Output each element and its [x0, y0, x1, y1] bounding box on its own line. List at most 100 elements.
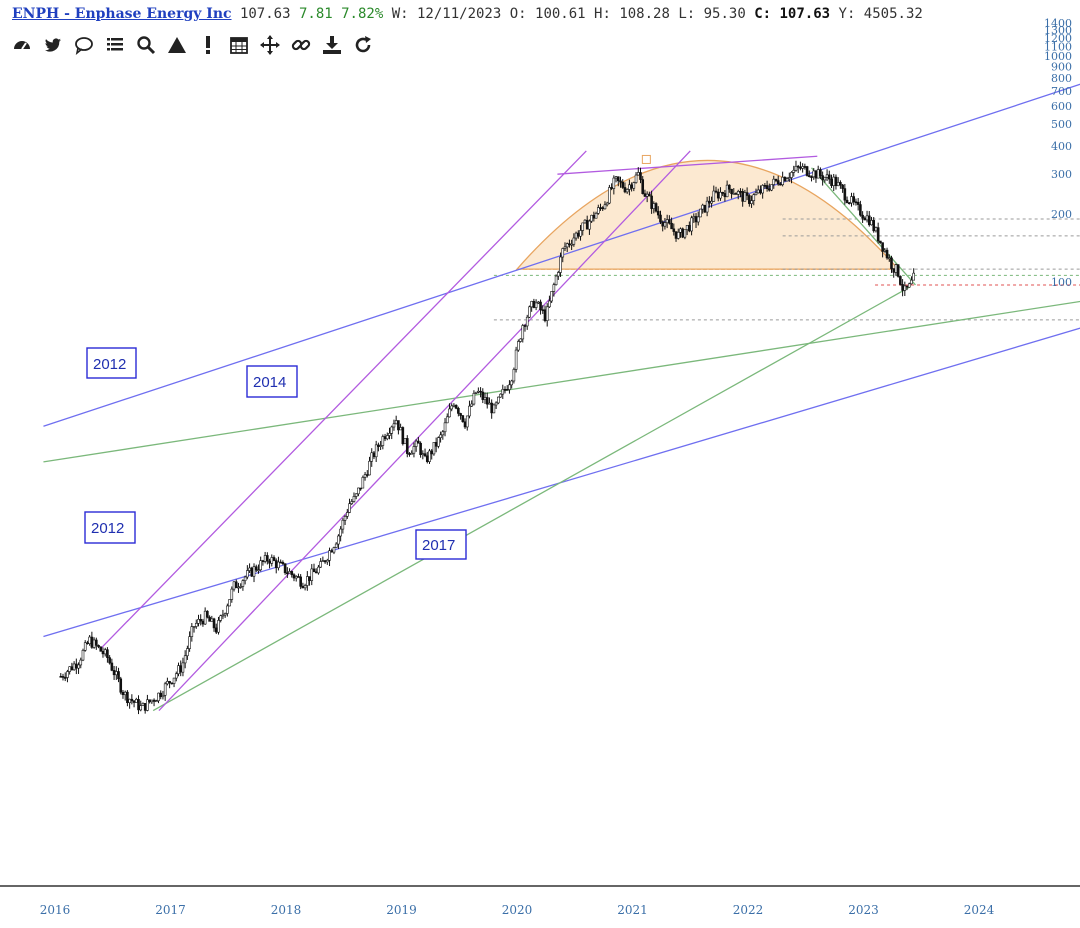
candle-body — [723, 193, 727, 198]
candle-body — [850, 196, 853, 204]
candle-body — [474, 391, 478, 394]
candle-body — [423, 453, 427, 457]
candle-body — [97, 645, 100, 648]
candle-body — [839, 182, 842, 186]
candle-body — [856, 201, 860, 205]
dashboard-icon[interactable] — [10, 33, 34, 57]
candle-body — [734, 193, 738, 195]
candle-body — [119, 678, 123, 693]
annotation-layer: 2012 2014 2012 2017 — [84, 347, 467, 560]
candle-body — [621, 181, 625, 188]
candle-body — [776, 180, 780, 185]
y-tick-label: 300 — [1051, 168, 1072, 181]
link-icon[interactable] — [289, 33, 313, 57]
candle-body — [330, 550, 334, 553]
price-change-pct: 7.82% — [341, 6, 384, 22]
candle-body — [728, 184, 731, 190]
candle-body — [286, 572, 289, 575]
candle-body — [808, 175, 811, 177]
candle-body — [470, 403, 473, 407]
candle-body — [568, 243, 571, 245]
candle-body — [896, 264, 900, 277]
candle-body — [605, 202, 609, 206]
candle-body — [174, 673, 178, 679]
candle-body — [352, 496, 356, 502]
move-icon[interactable] — [258, 33, 282, 57]
candle-body — [812, 170, 816, 178]
candle-body — [354, 493, 358, 497]
candle-body — [350, 501, 354, 504]
candle-body — [892, 268, 896, 273]
download-icon[interactable] — [320, 33, 344, 57]
calendar-icon[interactable] — [227, 33, 251, 57]
annotation-label: 2012 — [91, 520, 124, 537]
candle-body — [505, 389, 509, 391]
candle-body — [463, 421, 467, 428]
candle-body — [279, 561, 282, 564]
candle-body — [610, 187, 613, 189]
candle-body — [874, 227, 878, 232]
candle-body — [763, 185, 767, 187]
candle-body — [668, 219, 671, 224]
candle-body — [481, 391, 485, 400]
twitter-icon[interactable] — [41, 33, 65, 57]
candle-body — [550, 291, 553, 302]
candle-body — [683, 229, 687, 238]
candle-body — [887, 257, 891, 260]
candle-body — [756, 189, 760, 194]
candle-body — [563, 246, 567, 249]
list-icon[interactable] — [103, 33, 127, 57]
candle-body — [752, 194, 756, 201]
close-label: C: — [754, 6, 772, 22]
candle-body — [381, 436, 385, 446]
candle-body — [570, 243, 573, 246]
candle-body — [905, 285, 909, 288]
candle-body — [790, 172, 793, 178]
candle-body — [581, 222, 585, 231]
candle-body — [214, 627, 218, 633]
candle-body — [508, 384, 511, 390]
candle-body — [79, 659, 83, 666]
search-icon[interactable] — [134, 33, 158, 57]
candle-body — [628, 184, 631, 190]
candle-body — [559, 256, 562, 273]
candle-body — [126, 691, 129, 704]
candle-body — [685, 225, 689, 230]
comment-icon[interactable] — [72, 33, 96, 57]
candle-body — [827, 174, 831, 180]
candle-body — [75, 663, 78, 669]
candle-body — [721, 191, 724, 194]
candle-body — [148, 699, 151, 703]
candle-body — [588, 220, 591, 230]
y-tick-label: 1000 — [1044, 50, 1072, 63]
x-tick-label: 2023 — [848, 903, 879, 917]
candle-body — [903, 285, 907, 291]
candle-body — [730, 188, 733, 194]
candle-body — [832, 176, 836, 186]
candle-body — [648, 193, 651, 197]
candle-body — [625, 189, 629, 193]
candle-body — [488, 402, 491, 405]
candle-body — [77, 664, 80, 669]
candle-body — [303, 585, 307, 589]
y-tick-label: 1400 — [1044, 17, 1072, 30]
triangle-icon[interactable] — [165, 33, 189, 57]
candle-body — [101, 651, 105, 655]
candle-body — [72, 663, 76, 671]
candle-body — [643, 193, 647, 197]
candle-body — [750, 200, 753, 204]
candle-body — [501, 389, 505, 395]
candle-body — [186, 648, 189, 657]
candle-body — [141, 703, 145, 706]
candle-body — [785, 178, 789, 182]
candle-body — [630, 184, 633, 189]
refresh-icon[interactable] — [351, 33, 375, 57]
candle-body — [814, 170, 818, 179]
candle-body — [663, 222, 667, 227]
candle-body — [299, 576, 302, 587]
candle-body — [710, 200, 713, 204]
ticker-link[interactable]: ENPH - Enphase Energy Inc — [12, 6, 232, 22]
candle-body — [548, 300, 551, 308]
exclamation-icon[interactable] — [196, 33, 220, 57]
